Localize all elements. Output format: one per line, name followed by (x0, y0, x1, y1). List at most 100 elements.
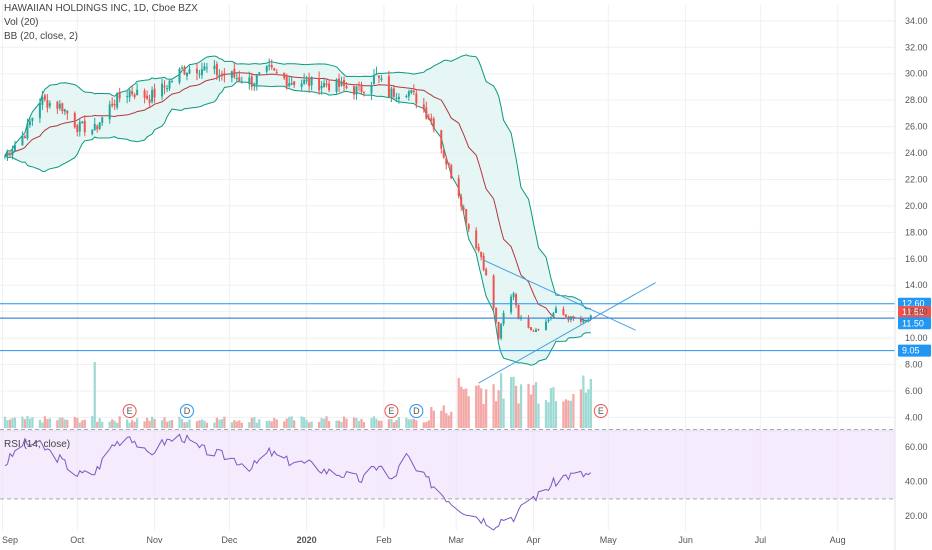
volume-bar (549, 388, 553, 428)
time-axis-tick-label: Sep (2, 535, 18, 545)
price-tag-label: 11.50 (902, 318, 924, 328)
volume-bar (253, 417, 256, 428)
volume-bar (188, 419, 191, 428)
volume-bar (255, 422, 258, 428)
price-tag-label: 11.52 (902, 307, 924, 317)
price-axis-tick-label: 30.00 (905, 69, 928, 79)
volume-bar (160, 420, 164, 428)
time-axis-tick-label: Apr (527, 535, 541, 545)
candle-body (205, 67, 208, 69)
rsi-indicator-label[interactable]: RSI (14, close) (4, 439, 71, 450)
volume-bar (482, 403, 485, 428)
price-tag (898, 306, 931, 319)
volume-bar (395, 420, 398, 428)
volume-bar (111, 419, 114, 428)
candle-body (73, 113, 76, 128)
time-axis-tick-label: Oct (70, 535, 85, 545)
volume-bar (38, 419, 42, 428)
candle-body (318, 78, 321, 91)
volume-bar (28, 418, 32, 428)
volume-bar (562, 401, 565, 428)
volume-bar (407, 419, 410, 428)
volume-bar (178, 416, 181, 428)
volume-bar (587, 389, 590, 428)
rsi-axis-tick-label: 20.00 (905, 511, 928, 521)
candle-body (422, 104, 425, 110)
candle-body (457, 178, 460, 196)
candle-body (467, 224, 470, 230)
candle-body (442, 149, 445, 158)
candle-body (131, 91, 134, 94)
price-axis-tick-label: 4.00 (905, 412, 923, 422)
candle-body (480, 251, 483, 257)
candle-body (355, 86, 358, 95)
volume-bar (572, 394, 575, 428)
time-axis-tick-label: Nov (147, 535, 164, 545)
volume-bar (83, 419, 86, 428)
candle-body (6, 152, 9, 157)
volume-bar (387, 419, 391, 428)
candle-body (240, 82, 243, 84)
volume-bar (410, 419, 413, 428)
candle-body (146, 95, 149, 99)
volume-bar (135, 418, 139, 428)
candle-body (108, 104, 111, 120)
bb-indicator-label[interactable]: BB (20, close, 2) (4, 31, 78, 42)
candle-body (13, 145, 16, 152)
candle-body (380, 78, 383, 80)
candle-body (38, 102, 41, 119)
candle-body (220, 73, 223, 75)
volume-bar (108, 421, 111, 428)
volume-bar (233, 420, 236, 428)
vol-indicator-label[interactable]: Vol (20) (4, 17, 39, 28)
volume-bar (168, 420, 171, 428)
volume-bar (405, 417, 408, 428)
volume-bar (183, 422, 186, 428)
price-axis-tick-label: 14.00 (905, 280, 928, 290)
price-axis-tick-label: 24.00 (905, 148, 928, 158)
volume-bar (499, 373, 503, 428)
candle-body (148, 99, 151, 104)
candle-body (166, 88, 169, 90)
candle-body (185, 72, 188, 77)
price-axis-tick-label: 8.00 (905, 360, 923, 370)
volume-bar (370, 418, 373, 428)
volume-bar (293, 420, 296, 428)
time-axis-tick-label: Mar (448, 535, 464, 545)
candle-body (323, 82, 326, 88)
candle-body (268, 65, 271, 67)
volume-bar (203, 420, 206, 428)
volume-bar (397, 417, 401, 428)
candle-body (362, 92, 365, 94)
volume-bar (320, 417, 323, 428)
volume-bar (362, 422, 366, 428)
volume-bar (113, 420, 116, 428)
price-axis-tick-label: 22.00 (905, 174, 928, 184)
price-axis-tick-label: 26.00 (905, 122, 928, 132)
candle-body (530, 327, 533, 331)
volume-bar (73, 416, 76, 428)
candle-body (353, 86, 356, 95)
candle-body (345, 86, 348, 89)
candle-body (203, 66, 206, 71)
candle-body (497, 321, 500, 339)
candle-body (250, 76, 253, 87)
volume-bar (440, 410, 443, 428)
volume-bar (485, 389, 488, 428)
volume-bar (544, 400, 548, 428)
volume-bar (31, 417, 34, 428)
price-axis-tick-label: 6.00 (905, 386, 923, 396)
candle-body (554, 308, 557, 313)
earnings-marker-label: E (388, 406, 394, 416)
earnings-marker (122, 404, 137, 418)
volume-bar (392, 422, 396, 428)
candle-body (101, 117, 104, 123)
candle-body (512, 293, 515, 298)
volume-bar (502, 398, 505, 428)
dividend-marker-label: D (413, 406, 420, 416)
candle-body (517, 304, 520, 320)
rsi-axis-tick-label: 40.00 (905, 477, 928, 487)
volume-bar (532, 384, 535, 428)
